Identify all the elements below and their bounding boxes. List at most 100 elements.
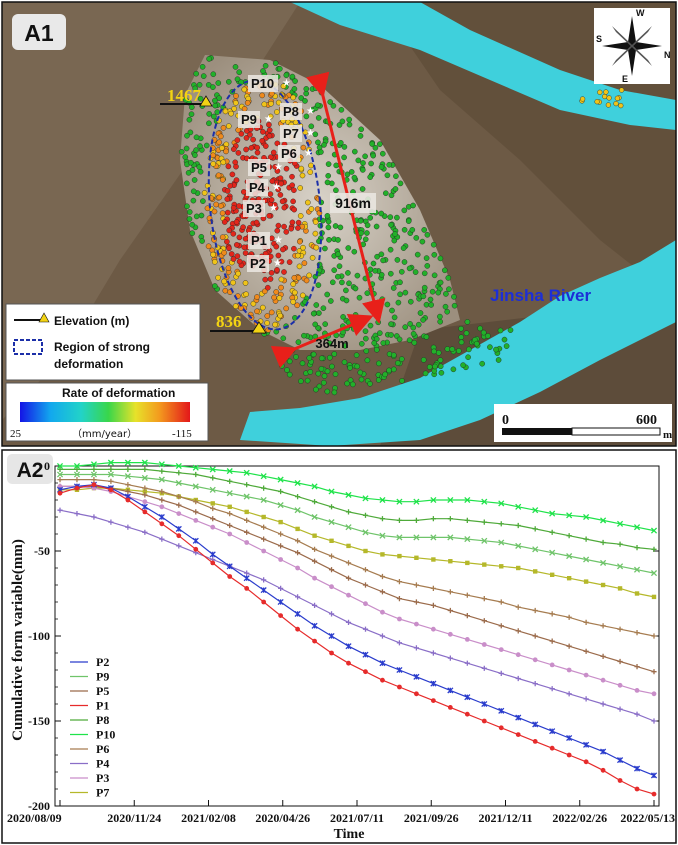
data-point-p5 xyxy=(379,589,386,595)
point-label-bg xyxy=(248,232,270,249)
deformation-point xyxy=(210,84,216,90)
elevation-bottom-triangle xyxy=(251,321,267,334)
deformation-point xyxy=(370,152,377,159)
deformation-point xyxy=(217,133,224,140)
data-point-p5 xyxy=(396,596,403,602)
data-point-p3 xyxy=(159,504,165,510)
deformation-point xyxy=(192,152,198,158)
deformation-point xyxy=(189,167,196,173)
point-star-icon: ★ xyxy=(274,235,283,246)
data-point-p10 xyxy=(56,462,64,470)
data-point-p10 xyxy=(90,461,98,468)
panel-label-a1: A1 xyxy=(24,20,54,46)
data-point-p3 xyxy=(380,609,385,615)
legend-label-p10: P10 xyxy=(96,728,115,742)
data-point-p10 xyxy=(464,496,471,504)
deformation-point xyxy=(602,93,608,100)
deformation-point xyxy=(501,336,508,343)
data-point-p5 xyxy=(464,613,470,619)
data-point-p9 xyxy=(328,519,335,526)
deformation-point xyxy=(214,109,221,115)
deformation-point xyxy=(221,219,228,225)
deformation-point xyxy=(343,287,349,294)
deformation-point xyxy=(235,150,242,156)
data-point-p9 xyxy=(413,534,420,541)
data-point-p4 xyxy=(413,645,419,651)
point-label-p1: P1 xyxy=(251,233,267,248)
deformation-point xyxy=(401,226,408,233)
deformation-point xyxy=(316,310,322,316)
deformation-point xyxy=(435,349,442,356)
deformation-point xyxy=(503,343,510,349)
point-label-bg xyxy=(280,103,302,120)
monitoring-point-labels: P1 ★P2 ★P3 ★P4 ★P5 ★P6 ★P7 ★P8 ★P9 ★P10 ★ xyxy=(238,75,315,272)
legend-label-p5: P5 xyxy=(96,684,109,698)
deformation-point xyxy=(231,106,237,112)
point-label-bg xyxy=(238,111,260,128)
x-tick-label: 2021/07/11 xyxy=(330,811,384,825)
deformation-point xyxy=(248,144,255,151)
deformation-point xyxy=(458,339,465,346)
deformation-point xyxy=(417,310,424,316)
data-point-p3 xyxy=(617,682,623,688)
data-point-p6 xyxy=(651,633,657,639)
deformation-point xyxy=(216,95,222,101)
series-p6 xyxy=(57,477,657,639)
data-point-p3 xyxy=(193,518,199,523)
deformation-point xyxy=(272,60,279,67)
data-point-p5 xyxy=(159,497,165,503)
data-point-p3 xyxy=(210,524,216,530)
deformation-point xyxy=(211,259,218,265)
data-point-p2 xyxy=(413,673,420,680)
deformation-point xyxy=(477,325,483,332)
deformation-point xyxy=(429,288,436,295)
deformation-point xyxy=(450,366,457,373)
deformation-point xyxy=(242,250,249,256)
deformation-point xyxy=(313,244,320,251)
deformation-point xyxy=(421,227,428,233)
deformation-point xyxy=(606,95,612,101)
data-point-p3 xyxy=(651,691,657,697)
data-point-p6 xyxy=(261,524,267,530)
deformation-point xyxy=(308,206,315,212)
deformation-point xyxy=(356,294,363,301)
deformation-point xyxy=(330,103,337,109)
legend-label-p6: P6 xyxy=(96,742,109,756)
deformation-point xyxy=(225,163,232,170)
deformation-point xyxy=(355,157,362,164)
data-point-p2 xyxy=(243,575,250,582)
data-point-p6 xyxy=(481,596,487,602)
deformation-point xyxy=(370,260,377,267)
data-point-p7 xyxy=(533,569,538,574)
data-point-p5 xyxy=(651,669,657,675)
deformation-point xyxy=(212,283,218,289)
deformation-point xyxy=(443,291,449,297)
data-point-p7 xyxy=(363,548,368,554)
deformation-point xyxy=(225,265,232,271)
data-point-p4 xyxy=(566,691,572,697)
data-point-p7 xyxy=(346,543,351,549)
data-point-p6 xyxy=(227,511,233,517)
deformation-point xyxy=(184,132,190,139)
deformation-point xyxy=(186,116,193,123)
data-point-p2 xyxy=(345,643,352,650)
data-point-p9 xyxy=(379,532,386,539)
data-point-p5 xyxy=(311,558,318,564)
data-point-p6 xyxy=(210,505,216,512)
deformation-point xyxy=(343,297,350,304)
deformation-point xyxy=(407,298,414,305)
data-point-p7 xyxy=(261,514,266,520)
deformation-point xyxy=(244,100,251,106)
point-star-icon: ★ xyxy=(272,182,281,193)
series-p10 xyxy=(56,459,658,534)
point-label-p5: P5 xyxy=(251,160,267,175)
data-point-p1 xyxy=(532,739,538,744)
deformation-point xyxy=(423,255,430,261)
deformation-point xyxy=(291,274,298,281)
data-point-p10 xyxy=(73,462,81,470)
deformation-point xyxy=(226,227,232,234)
data-point-p6 xyxy=(176,494,182,500)
deformation-point xyxy=(225,79,232,85)
deformation-point xyxy=(367,214,374,221)
data-point-p8 xyxy=(108,466,114,472)
